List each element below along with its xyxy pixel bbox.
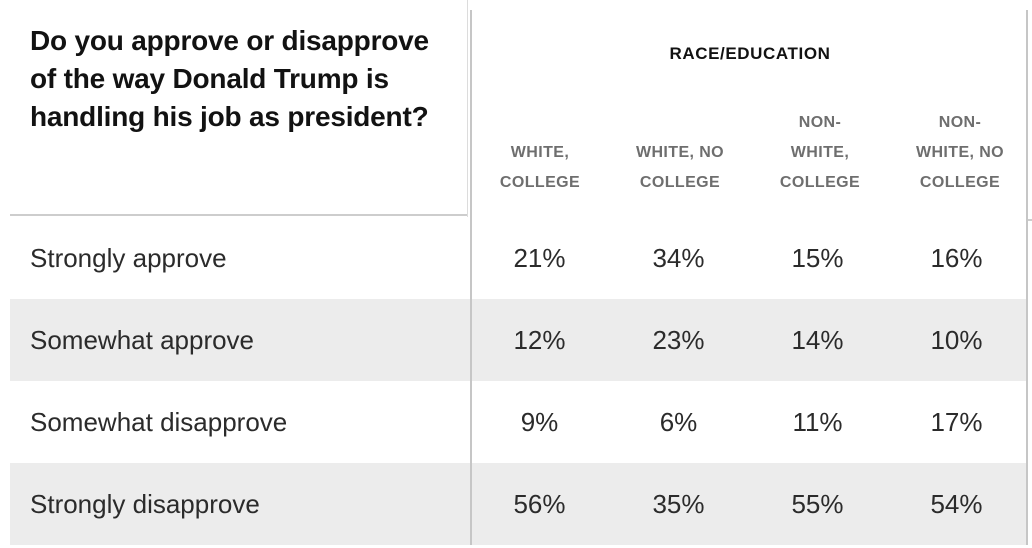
column-header-nonwhite-college: NON- WHITE, COLLEGE	[779, 114, 861, 191]
value-cell: 6%	[659, 406, 698, 437]
value-cell: 16%	[930, 242, 983, 273]
column-group-header: RACE/EDUCATION	[669, 44, 831, 63]
value-cell: 23%	[652, 324, 705, 355]
value-cell: 56%	[513, 488, 566, 519]
column-header-row: WHITE, COLLEGE WHITE, NO COLLEGE NON- WH…	[470, 100, 1030, 198]
value-cell: 55%	[791, 488, 844, 519]
question-bottom-rule	[10, 214, 467, 216]
table-row-somewhat-approve: Somewhat approve 12% 23% 14% 10%	[10, 299, 1026, 381]
value-cell: 10%	[930, 324, 983, 355]
table-row-strongly-disapprove: Strongly disapprove 56% 35% 55% 54%	[10, 463, 1026, 545]
column-header-white-college: WHITE, COLLEGE	[499, 144, 581, 191]
table-row-strongly-approve: Strongly approve 21% 34% 15% 16%	[10, 217, 1026, 299]
table-right-border	[1026, 10, 1028, 545]
value-cell: 15%	[791, 242, 844, 273]
value-cell: 35%	[652, 488, 705, 519]
table-row-somewhat-disapprove: Somewhat disapprove 9% 6% 11% 17%	[10, 381, 1026, 463]
value-cell: 12%	[513, 324, 566, 355]
column-header-white-no-college: WHITE, NO COLLEGE	[635, 144, 725, 191]
row-label: Strongly approve	[30, 242, 227, 273]
table-body: Strongly approve 21% 34% 15% 16% Somewha…	[10, 217, 1026, 545]
value-cell: 21%	[513, 242, 566, 273]
table-left-border	[470, 10, 472, 545]
value-cell: 11%	[792, 406, 843, 437]
value-cell: 34%	[652, 242, 705, 273]
row-label: Somewhat approve	[30, 324, 255, 355]
poll-question-title: Do you approve or disapprove of the way …	[30, 25, 429, 132]
value-cell: 17%	[930, 406, 983, 437]
value-cell: 54%	[930, 488, 983, 519]
row-label: Somewhat disapprove	[30, 406, 288, 437]
row-label: Strongly disapprove	[30, 488, 260, 519]
value-cell: 14%	[791, 324, 844, 355]
value-cell: 9%	[520, 406, 559, 437]
column-header-nonwhite-no-college: NON- WHITE, NO COLLEGE	[915, 114, 1005, 191]
